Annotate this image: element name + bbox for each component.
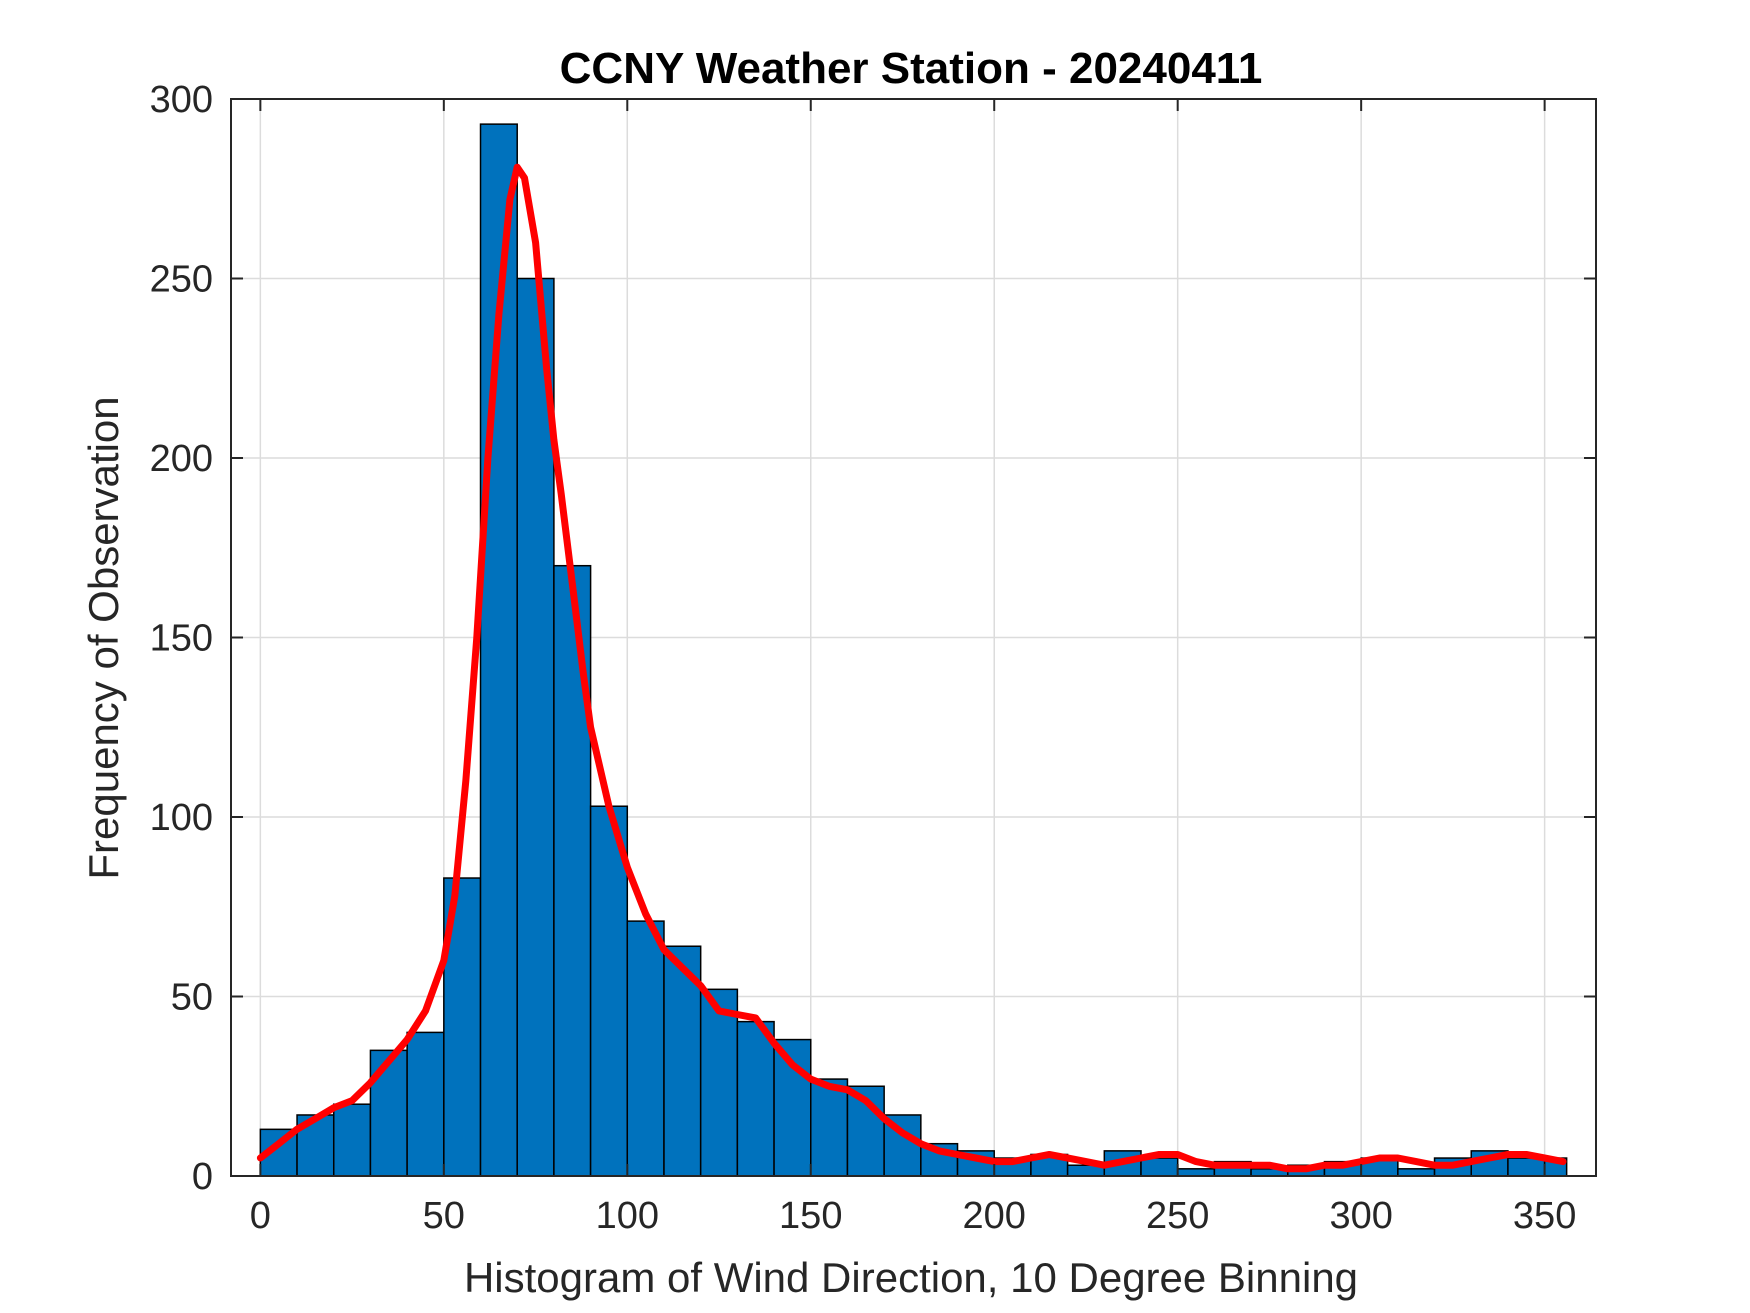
grid-lines [231,98,1596,1177]
x-tick-label: 200 [963,1195,1026,1237]
y-tick-label: 0 [192,1156,213,1198]
x-tick-label: 300 [1329,1195,1392,1237]
x-axis-label: Histogram of Wind Direction, 10 Degree B… [464,1254,1358,1301]
y-tick-label: 200 [150,438,213,480]
histogram-bar [369,1049,408,1177]
density-curve-layer [256,163,1567,1173]
y-tick-label: 150 [150,618,213,660]
x-tick-label: 100 [596,1195,659,1237]
histogram-bar [626,920,665,1177]
x-tick-label: 350 [1513,1195,1576,1237]
y-tick-label: 250 [150,259,213,301]
density-curve [256,163,1567,1173]
histogram-bar [332,1103,372,1177]
x-tick-label: 0 [250,1195,271,1237]
chart-title: CCNY Weather Station - 20240411 [560,44,1263,93]
y-tick-labels: 0 50 100 150 200 250 300 [150,79,213,1198]
histogram-bar [1507,1157,1546,1177]
x-tick-label: 150 [779,1195,842,1237]
tick-marks [231,98,1596,1177]
histogram-bar [1140,1157,1179,1177]
y-tick-label: 50 [171,977,213,1019]
x-tick-label: 50 [423,1195,465,1237]
histogram-bar [553,564,592,1177]
histogram-bar [1176,1168,1216,1177]
y-axis-label: Frequency of Observation [80,396,127,879]
x-tick-labels: 0 50 100 150 200 250 300 350 [250,1195,1577,1237]
histogram-bar [699,988,739,1177]
y-tick-label: 100 [150,797,213,839]
histogram-bar [736,1020,775,1177]
histogram-bars [259,123,1568,1177]
x-tick-label: 250 [1146,1195,1209,1237]
y-tick-label: 300 [150,79,213,121]
histogram-bar [406,1031,445,1177]
histogram-bar [589,805,629,1177]
histogram-bar [1397,1168,1436,1177]
histogram-bar [810,1078,849,1177]
